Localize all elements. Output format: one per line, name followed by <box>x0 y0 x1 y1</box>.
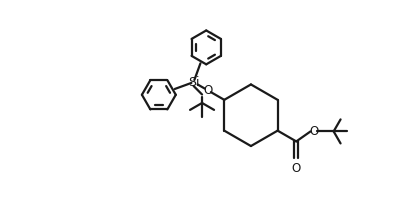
Text: O: O <box>291 162 300 175</box>
Text: O: O <box>203 84 212 97</box>
Text: O: O <box>308 125 317 138</box>
Text: Si: Si <box>187 76 199 89</box>
